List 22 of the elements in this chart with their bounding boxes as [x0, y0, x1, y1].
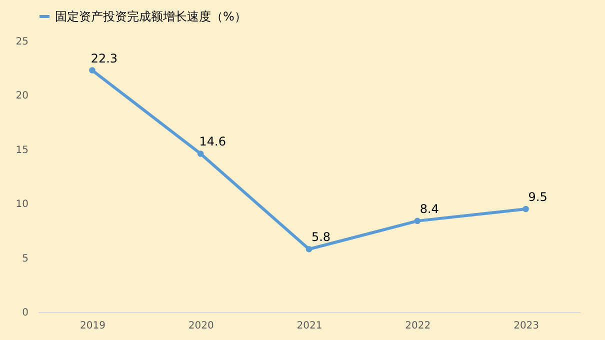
x-tick-label: 2021: [296, 320, 322, 332]
y-tick-label: 15: [16, 144, 28, 156]
data-label: 9.5: [528, 190, 548, 204]
point: [414, 218, 421, 224]
y-tick-label: 10: [16, 199, 28, 210]
legend-label: 固定资产投资完成额增长速度（%）: [55, 10, 246, 24]
y-tick-label: 20: [16, 90, 28, 102]
data-label: 8.4: [420, 202, 439, 216]
x-tick-label: 2020: [188, 320, 214, 332]
x-tick-label: 2022: [405, 320, 431, 332]
point: [522, 206, 529, 212]
data-label: 14.6: [199, 134, 226, 149]
x-tick-label: 2023: [514, 320, 540, 332]
y-tick-label: 25: [16, 36, 28, 48]
y-tick-label: 5: [22, 253, 28, 264]
point: [197, 150, 204, 157]
data-label: 22.3: [90, 51, 118, 66]
point: [89, 67, 96, 74]
x-tick-label: 2019: [80, 320, 106, 332]
y-tick-label: 0: [22, 308, 28, 318]
data-label: 5.8: [311, 230, 331, 244]
point: [306, 246, 312, 252]
